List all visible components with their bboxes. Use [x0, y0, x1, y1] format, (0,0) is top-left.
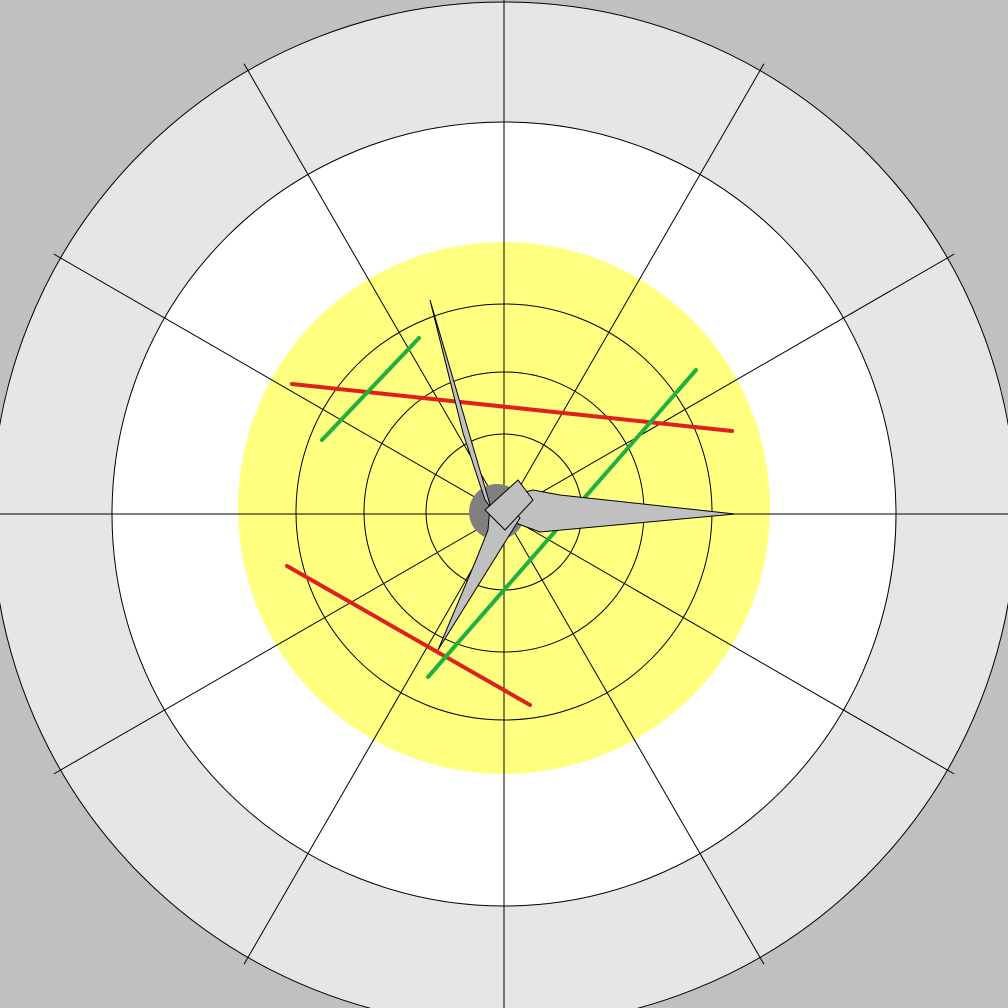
- radial-spoke-12: [243, 63, 505, 515]
- green-line-1: [320, 336, 421, 442]
- red-line-2: [285, 564, 532, 707]
- radial-spoke-6: [503, 513, 765, 965]
- radial-spoke-5: [503, 513, 955, 775]
- radial-spoke-11: [53, 253, 505, 515]
- radial-spoke-8: [243, 513, 505, 965]
- radial-spoke-3: [503, 253, 955, 515]
- radial-spoke-2: [503, 63, 765, 515]
- radial-spoke-9: [53, 513, 505, 775]
- propeller-hub-cap: [484, 479, 534, 531]
- propeller-blade-upper: [429, 299, 492, 509]
